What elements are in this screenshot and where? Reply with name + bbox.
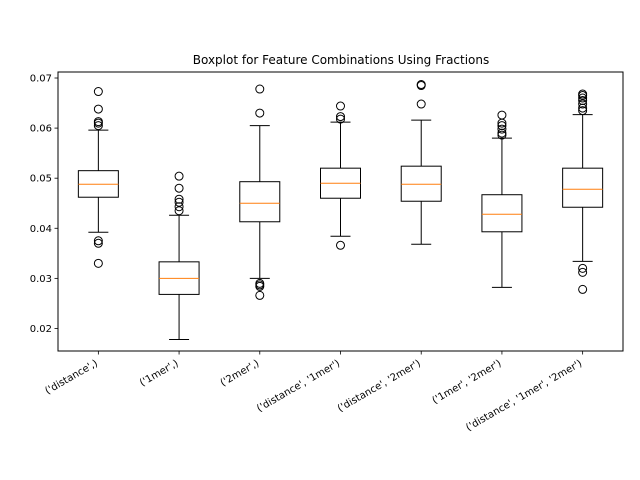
box-iqr [239, 181, 281, 223]
box-group [481, 110, 523, 288]
flier-point [497, 110, 507, 120]
y-tick-label: 0.07 [30, 74, 52, 85]
box-iqr [400, 165, 442, 202]
y-tick-label: 0.02 [30, 324, 52, 335]
box-group [239, 84, 281, 300]
flier-point [174, 183, 184, 193]
y-tick-label: 0.04 [30, 224, 52, 235]
flier-point [578, 284, 588, 294]
chart-title: Boxplot for Feature Combinations Using F… [193, 53, 490, 67]
flier-point [93, 238, 103, 248]
flier-point [174, 171, 184, 181]
flier-point [255, 108, 265, 118]
x-tick-label: ('1mer', '2mer') [430, 358, 503, 407]
x-tick-label: ('distance', '2mer') [336, 358, 423, 415]
x-tick-label: ('distance', '1mer') [255, 358, 342, 415]
flier-point [497, 121, 507, 131]
flier-point [255, 84, 265, 94]
flier-point [93, 87, 103, 97]
box-group [158, 171, 200, 340]
chart-marks [77, 80, 604, 340]
x-axis: ('distance',) ('1mer',) ('2mer',)('distanc… [43, 351, 584, 434]
flier-point [578, 96, 588, 106]
flier-point [93, 117, 103, 127]
flier-point [336, 114, 345, 124]
x-tick-label: ('2mer',) [219, 358, 262, 389]
y-tick-label: 0.03 [30, 274, 52, 285]
flier-point [578, 106, 588, 116]
y-axis: 0.02 0.03 0.04 0.05 0.06 0.07 [30, 74, 58, 335]
flier-point [93, 236, 103, 246]
box-iqr [481, 194, 523, 233]
y-tick-label: 0.06 [30, 124, 52, 135]
flier-point [336, 112, 345, 122]
box-group [400, 80, 442, 245]
flier-point [255, 278, 265, 288]
flier-point [578, 93, 588, 103]
flier-point [93, 104, 103, 114]
box-group [77, 87, 119, 268]
flier-point [416, 80, 426, 90]
flier-point [497, 124, 507, 134]
box-group [320, 101, 361, 250]
flier-point [93, 258, 103, 268]
flier-point [174, 197, 184, 207]
flier-point [336, 101, 345, 111]
flier-point [174, 206, 184, 216]
box-group [562, 89, 604, 294]
flier-point [93, 121, 103, 131]
x-tick-label: ('1mer',) [138, 358, 181, 389]
flier-point [336, 240, 345, 250]
flier-point [174, 194, 184, 204]
flier-point [255, 290, 265, 300]
y-tick-label: 0.05 [30, 174, 52, 185]
x-tick-label: ('distance',) [43, 358, 100, 397]
box-iqr [562, 167, 604, 208]
flier-point [578, 99, 588, 109]
flier-point [578, 263, 588, 273]
flier-point [578, 89, 588, 99]
flier-point [578, 267, 588, 277]
flier-point [416, 99, 426, 109]
